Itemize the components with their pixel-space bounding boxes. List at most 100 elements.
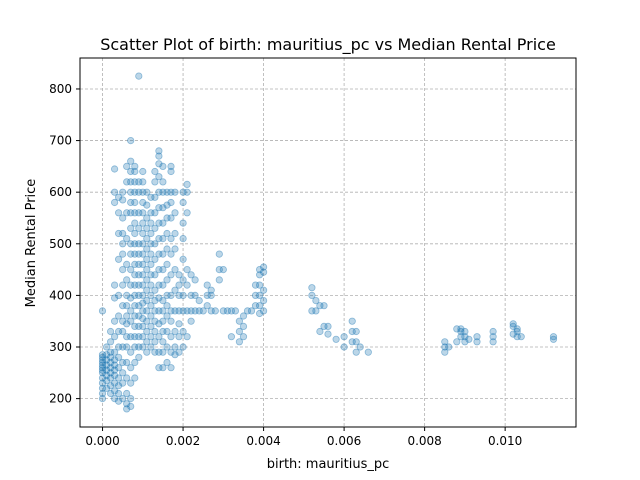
scatter-point [139, 333, 147, 341]
scatter-point [513, 325, 521, 333]
scatter-point [549, 333, 558, 341]
scatter-point [308, 307, 316, 315]
scatter-point [98, 351, 107, 359]
scatter-point [123, 260, 131, 268]
scatter-point [239, 333, 248, 341]
scatter-point [123, 178, 131, 186]
scatter-point [103, 366, 111, 374]
scatter-point [151, 327, 159, 336]
scatter-point [115, 193, 123, 201]
scatter-point [127, 364, 135, 372]
scatter-point [115, 382, 123, 390]
scatter-point [123, 276, 131, 284]
scatter-point [127, 394, 135, 403]
scatter-point [445, 343, 453, 351]
scatter-point [98, 356, 107, 364]
scatter-point [147, 219, 155, 227]
scatter-point [115, 389, 123, 398]
scatter-point [348, 338, 356, 346]
scatter-point [163, 188, 171, 196]
scatter-point [147, 333, 155, 341]
scatter-point [340, 343, 348, 351]
scatter-point [147, 271, 155, 279]
scatter-point [115, 327, 123, 336]
scatter-point [489, 338, 497, 346]
scatter-point [352, 338, 360, 346]
scatter-point [320, 322, 328, 330]
scatter-point [143, 214, 151, 222]
scatter-point [147, 229, 155, 238]
scatter-point [127, 379, 135, 387]
y-tick-label: 600 [49, 185, 72, 199]
scatter-point [171, 307, 179, 315]
scatter-point [255, 271, 264, 279]
scatter-point [111, 361, 119, 369]
scatter-point [143, 188, 151, 196]
scatter-point [135, 72, 143, 80]
scatter-point [195, 307, 203, 315]
scatter-point [103, 376, 111, 385]
scatter-point [103, 343, 111, 351]
scatter-point [513, 333, 521, 341]
scatter-point [98, 369, 107, 377]
scatter-point [98, 389, 107, 398]
scatter-point [111, 188, 119, 196]
grid-lines [80, 58, 576, 427]
scatter-point [139, 271, 147, 279]
scatter-point [155, 307, 163, 315]
scatter-point [107, 389, 115, 398]
scatter-point [203, 302, 211, 310]
scatter-point [167, 167, 175, 176]
scatter-point [308, 284, 316, 292]
scatter-point [163, 214, 171, 222]
scatter-point [203, 281, 211, 289]
scatter-point [147, 260, 155, 268]
scatter-point [111, 281, 119, 289]
scatter-point [219, 307, 227, 315]
scatter-point [171, 229, 179, 238]
scatter-point [151, 209, 159, 217]
plot-area-frame [79, 57, 577, 428]
scatter-point [167, 214, 175, 222]
scatter-point [127, 250, 135, 258]
scatter-point [219, 265, 227, 274]
data-points [98, 72, 558, 413]
scatter-point [175, 271, 183, 279]
scatter-point [239, 312, 248, 320]
scatter-point [235, 327, 243, 336]
scatter-point [111, 165, 119, 173]
scatter-point [167, 235, 175, 243]
scatter-point [107, 327, 115, 336]
scatter-point [151, 224, 159, 232]
scatter-point [119, 265, 127, 274]
scatter-point [131, 178, 139, 186]
scatter-point [135, 353, 143, 361]
scatter-point [316, 327, 324, 336]
scatter-point [453, 325, 461, 333]
scatter-point [163, 276, 171, 284]
scatter-point [123, 312, 131, 320]
scatter-point [139, 240, 147, 248]
scatter-point [111, 371, 119, 379]
scatter-point [171, 327, 179, 336]
scatter-point [123, 405, 131, 413]
scatter-point [119, 229, 127, 238]
scatter-point [509, 320, 517, 328]
scatter-point [135, 240, 143, 248]
scatter-point [123, 320, 131, 328]
scatter-point [159, 204, 167, 212]
scatter-point [135, 322, 143, 330]
scatter-point [167, 307, 175, 315]
scatter-point [135, 312, 143, 320]
scatter-point [159, 265, 167, 274]
scatter-point [461, 327, 469, 336]
x-tick-label: 0.004 [246, 434, 280, 448]
scatter-point [127, 178, 135, 186]
scatter-point [227, 333, 235, 341]
scatter-point [147, 312, 155, 320]
scatter-point [155, 265, 163, 274]
scatter-point [239, 322, 248, 330]
scatter-point [167, 198, 175, 207]
scatter-point [123, 400, 131, 408]
scatter-point [199, 307, 207, 315]
